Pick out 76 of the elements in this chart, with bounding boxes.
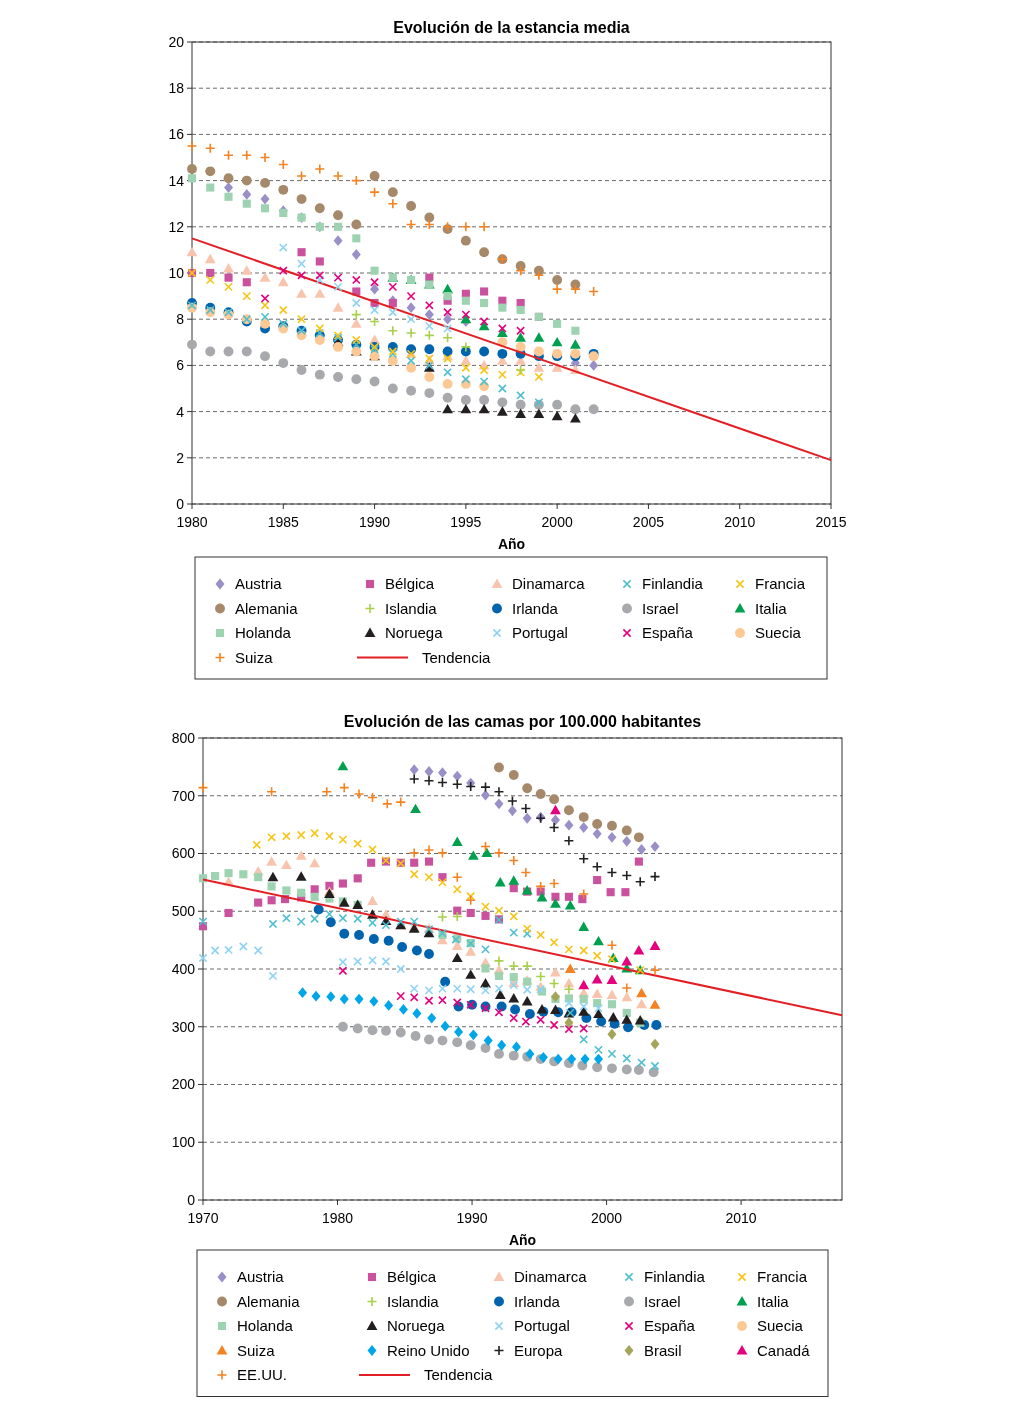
x-tick-label: 1990 bbox=[456, 1210, 488, 1226]
y-tick-label: 500 bbox=[171, 903, 196, 920]
legend-label: Noruega bbox=[387, 1317, 446, 1335]
x-tick-label: 2005 bbox=[632, 514, 665, 530]
legend-label: Tendencia bbox=[424, 1366, 494, 1384]
y-tick-label: 8 bbox=[176, 311, 185, 328]
x-tick-label: 1970 bbox=[187, 1210, 219, 1226]
legend-label: Italia bbox=[757, 1292, 790, 1310]
legend-label: Francia bbox=[757, 1268, 808, 1286]
y-tick-label: 100 bbox=[171, 1134, 196, 1151]
y-tick-label: 700 bbox=[171, 787, 196, 804]
legend-label: Israel bbox=[644, 1292, 681, 1310]
legend-label: Suecia bbox=[755, 624, 802, 642]
legend-label: Dinamarca bbox=[514, 1268, 588, 1286]
y-tick-label: 12 bbox=[168, 218, 185, 235]
legend-label: Brasil bbox=[644, 1341, 682, 1359]
x-tick-label: 2000 bbox=[541, 514, 573, 530]
legend-label: Israel bbox=[642, 599, 679, 617]
legend-label: Islandia bbox=[387, 1292, 440, 1310]
legend-label: Finlandia bbox=[642, 575, 704, 593]
x-axis-title: Año bbox=[508, 1232, 537, 1248]
legend-label: Islandia bbox=[385, 599, 438, 617]
legend-label: Tendencia bbox=[422, 648, 492, 666]
y-tick-label: 18 bbox=[168, 80, 185, 97]
y-tick-label: 10 bbox=[168, 264, 185, 281]
x-tick-label: 2015 bbox=[815, 514, 847, 530]
y-tick-label: 200 bbox=[171, 1076, 196, 1093]
x-tick-label: 1990 bbox=[358, 514, 391, 530]
legend-label: Irlanda bbox=[514, 1292, 561, 1310]
legend-label: Austria bbox=[235, 575, 283, 593]
legend-label: Dinamarca bbox=[512, 575, 586, 593]
legend-label: España bbox=[644, 1317, 696, 1335]
y-tick-label: 0 bbox=[187, 1191, 196, 1208]
legend-label: Portugal bbox=[512, 624, 568, 642]
x-tick-label: 2000 bbox=[591, 1210, 623, 1226]
y-tick-label: 600 bbox=[171, 845, 196, 862]
legend-label: Irlanda bbox=[512, 599, 559, 617]
x-tick-label: 1980 bbox=[176, 514, 208, 530]
x-tick-label: 2010 bbox=[724, 514, 756, 530]
chart-title: Evolución de la estancia media bbox=[393, 19, 630, 36]
legend-label: Alemania bbox=[237, 1292, 301, 1310]
x-tick-label: 1980 bbox=[321, 1210, 354, 1226]
y-tick-label: 300 bbox=[171, 1018, 196, 1035]
legend-label: Alemania bbox=[235, 599, 299, 617]
y-tick-label: 400 bbox=[171, 960, 196, 977]
y-tick-label: 6 bbox=[176, 357, 185, 374]
legend-label: Holanda bbox=[235, 624, 292, 642]
y-tick-label: 20 bbox=[168, 33, 185, 50]
legend-label: Holanda bbox=[237, 1317, 294, 1335]
legend-label: EE.UU. bbox=[237, 1366, 288, 1384]
legend-label: Austria bbox=[237, 1268, 285, 1286]
legend-label: Bélgica bbox=[385, 575, 435, 593]
legend-label: Italia bbox=[755, 599, 788, 617]
x-axis-title: Año bbox=[497, 536, 526, 552]
y-tick-label: 4 bbox=[176, 403, 185, 420]
chart-title: Evolución de las camas por 100.000 habitantes bbox=[343, 713, 702, 730]
legend-label: Bélgica bbox=[387, 1268, 437, 1286]
y-tick-label: 0 bbox=[176, 495, 185, 512]
legend-label: Finlandia bbox=[644, 1268, 706, 1286]
legend-label: Francia bbox=[755, 575, 806, 593]
legend-label: Portugal bbox=[514, 1317, 570, 1335]
legend-label: España bbox=[642, 624, 694, 642]
legend-label: Suiza bbox=[235, 648, 274, 666]
legend-label: Noruega bbox=[385, 624, 444, 642]
legend-label: Europa bbox=[514, 1341, 564, 1359]
y-tick-label: 16 bbox=[168, 126, 185, 143]
y-tick-label: 14 bbox=[168, 172, 185, 189]
x-tick-label: 1995 bbox=[450, 514, 482, 530]
x-tick-label: 2010 bbox=[725, 1210, 757, 1226]
x-tick-label: 1985 bbox=[267, 514, 300, 530]
legend-label: Suiza bbox=[237, 1341, 276, 1359]
y-tick-label: 800 bbox=[171, 729, 196, 746]
legend-label: Canadá bbox=[757, 1341, 811, 1359]
legend-label: Reino Unido bbox=[387, 1341, 470, 1359]
y-tick-label: 2 bbox=[176, 449, 185, 466]
legend-label: Suecia bbox=[757, 1317, 804, 1335]
